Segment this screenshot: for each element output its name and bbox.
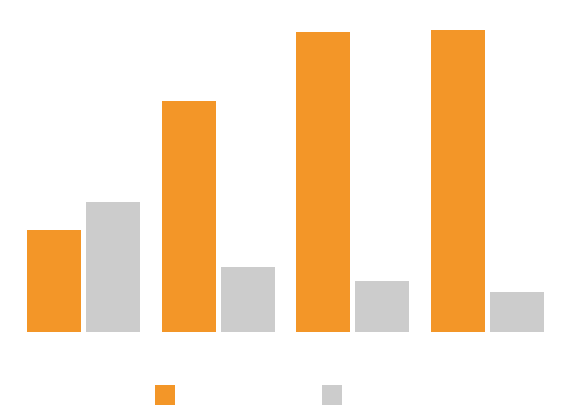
bars	[27, 30, 544, 332]
legend	[155, 385, 342, 405]
bar-series-1-category-2	[162, 101, 216, 332]
legend-swatch-series-2	[322, 385, 342, 405]
legend-swatch-series-1	[155, 385, 175, 405]
legend-item-series-2	[322, 385, 342, 405]
bar-series-2-category-2	[221, 267, 275, 332]
bar-series-2-category-1	[86, 202, 140, 332]
legend-item-series-1	[155, 385, 175, 405]
bar-series-2-category-4	[490, 292, 544, 332]
bar-series-1-category-1	[27, 230, 81, 332]
bar-series-1-category-4	[431, 30, 485, 332]
bar-series-2-category-3	[355, 281, 409, 332]
bar-series-1-category-3	[296, 32, 350, 332]
